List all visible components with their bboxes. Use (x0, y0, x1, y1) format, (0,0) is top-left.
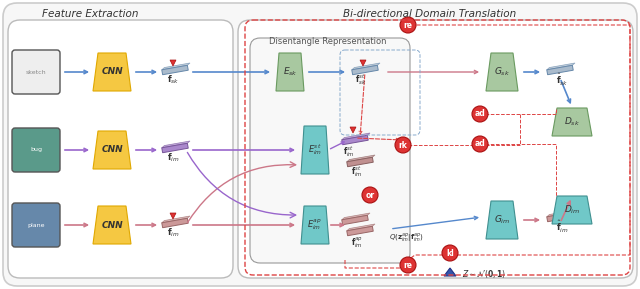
Text: $G_{im}$: $G_{im}$ (493, 214, 510, 226)
Polygon shape (444, 268, 456, 276)
FancyBboxPatch shape (12, 50, 60, 94)
Polygon shape (170, 213, 176, 219)
Polygon shape (342, 135, 368, 145)
Polygon shape (162, 218, 188, 228)
Circle shape (362, 187, 378, 203)
Polygon shape (360, 60, 366, 66)
Polygon shape (162, 65, 188, 75)
Circle shape (442, 245, 458, 261)
Text: $\hat{\mathbf{f}}_{im}$: $\hat{\mathbf{f}}_{im}$ (556, 219, 568, 235)
Circle shape (395, 137, 411, 153)
Text: $D_{im}$: $D_{im}$ (564, 204, 580, 216)
Polygon shape (547, 210, 575, 217)
Text: Disentangle Representation: Disentangle Representation (269, 38, 387, 47)
FancyBboxPatch shape (12, 128, 60, 172)
Text: $Q(\mathbf{z}_{im}^{ap}|\mathbf{f}_{im}^{ap})$: $Q(\mathbf{z}_{im}^{ap}|\mathbf{f}_{im}^… (388, 232, 423, 244)
FancyBboxPatch shape (8, 20, 233, 278)
Text: $E_{im}^{st}$: $E_{im}^{st}$ (308, 142, 322, 158)
Polygon shape (347, 226, 373, 236)
Text: $Z \sim \mathcal{N}(\mathbf{0},\mathbf{1})$: $Z \sim \mathcal{N}(\mathbf{0},\mathbf{1… (462, 268, 506, 280)
FancyBboxPatch shape (12, 203, 60, 247)
Polygon shape (93, 131, 131, 169)
Text: $\mathbf{f}_{im}^{ap}$: $\mathbf{f}_{im}^{ap}$ (351, 236, 363, 250)
Text: kl: kl (446, 249, 454, 257)
Text: re: re (403, 260, 413, 270)
Text: sketch: sketch (26, 69, 46, 75)
Polygon shape (162, 63, 190, 70)
Circle shape (400, 257, 416, 273)
Polygon shape (350, 127, 356, 133)
Polygon shape (547, 63, 575, 70)
Text: $\hat{\mathbf{f}}_{sk}$: $\hat{\mathbf{f}}_{sk}$ (556, 72, 568, 88)
Polygon shape (301, 206, 329, 244)
FancyBboxPatch shape (3, 3, 637, 286)
Text: $E_{sk}$: $E_{sk}$ (283, 66, 298, 78)
Text: Bi-directional Domain Translation: Bi-directional Domain Translation (344, 9, 516, 19)
Text: CNN: CNN (101, 145, 123, 155)
Text: bug: bug (30, 147, 42, 153)
Polygon shape (486, 53, 518, 91)
Text: $\mathbf{f}_{im}$: $\mathbf{f}_{im}$ (166, 152, 179, 164)
Polygon shape (552, 108, 592, 136)
Polygon shape (547, 212, 573, 222)
Circle shape (472, 106, 488, 122)
Polygon shape (352, 63, 380, 70)
Text: $\mathbf{f}_{sk}$: $\mathbf{f}_{sk}$ (167, 74, 179, 86)
Polygon shape (93, 53, 131, 91)
Text: $\mathbf{f}_{sk}^{st}$: $\mathbf{f}_{sk}^{st}$ (355, 73, 367, 88)
Text: Feature Extraction: Feature Extraction (42, 9, 138, 19)
Text: $D_{sk}$: $D_{sk}$ (564, 116, 580, 128)
Text: or: or (365, 190, 374, 199)
Polygon shape (547, 65, 573, 75)
Polygon shape (347, 155, 375, 162)
Polygon shape (486, 201, 518, 239)
Polygon shape (276, 53, 304, 91)
Polygon shape (352, 65, 378, 75)
Text: ad: ad (475, 140, 485, 149)
Text: $\mathbf{f}_{im}$: $\mathbf{f}_{im}$ (166, 227, 179, 239)
Polygon shape (347, 157, 373, 167)
Text: ad: ad (475, 110, 485, 118)
Polygon shape (342, 133, 370, 140)
Polygon shape (301, 126, 329, 174)
Polygon shape (347, 224, 375, 231)
Polygon shape (93, 206, 131, 244)
Text: plane: plane (28, 223, 45, 227)
Text: $\mathbf{f}_{im}^{st}$: $\mathbf{f}_{im}^{st}$ (343, 144, 355, 160)
Circle shape (472, 136, 488, 152)
Text: rk: rk (399, 140, 408, 149)
Text: re: re (403, 21, 413, 29)
Text: $\mathbf{f}_{im}^{st}$: $\mathbf{f}_{im}^{st}$ (351, 164, 363, 179)
FancyBboxPatch shape (238, 20, 633, 278)
Polygon shape (162, 216, 190, 223)
Text: CNN: CNN (101, 68, 123, 77)
Text: $G_{sk}$: $G_{sk}$ (494, 66, 510, 78)
Polygon shape (162, 141, 190, 148)
Polygon shape (342, 215, 368, 225)
Polygon shape (342, 213, 370, 220)
Polygon shape (162, 143, 188, 153)
Text: CNN: CNN (101, 221, 123, 229)
Polygon shape (552, 196, 592, 224)
FancyBboxPatch shape (250, 38, 410, 263)
Polygon shape (170, 60, 176, 66)
Text: $E_{im}^{ap}$: $E_{im}^{ap}$ (307, 218, 323, 232)
Circle shape (400, 17, 416, 33)
